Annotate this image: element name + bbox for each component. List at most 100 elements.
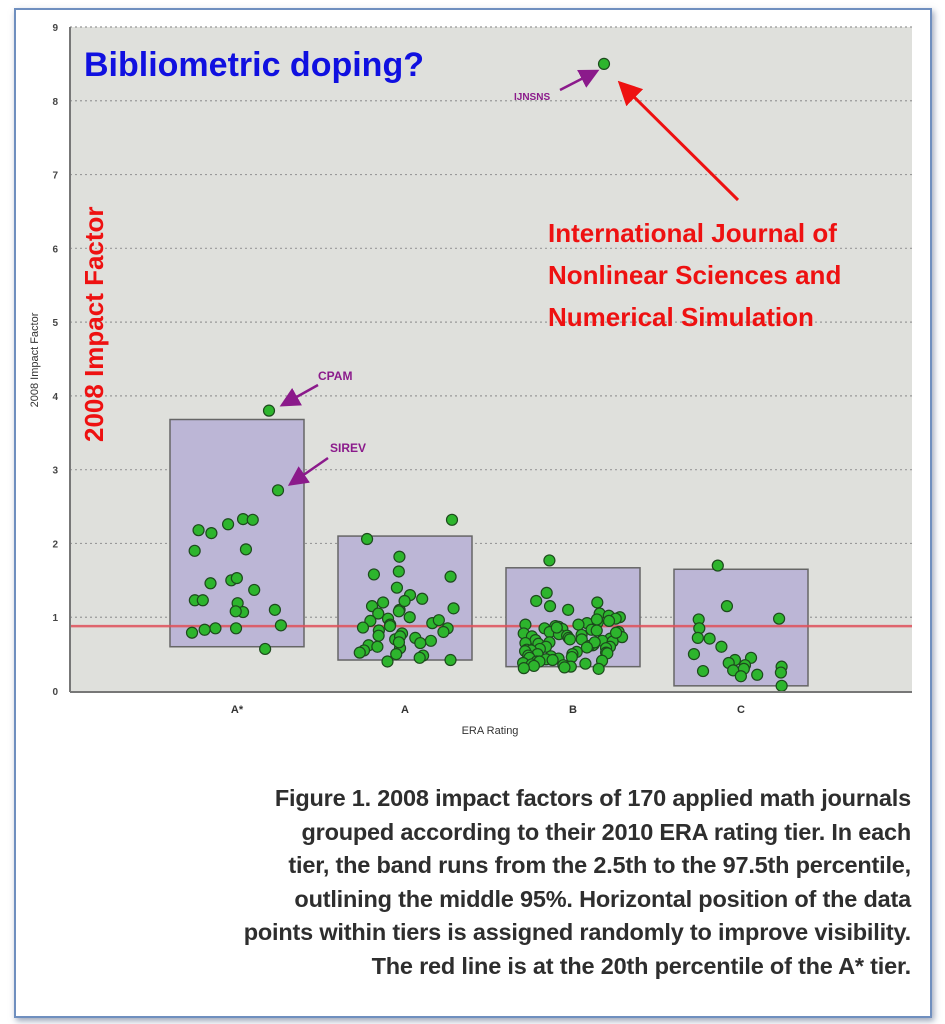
data-point [734, 670, 747, 683]
data-point [546, 653, 559, 667]
data-point [271, 484, 285, 497]
annotation-arrow-sirev [287, 456, 329, 486]
data-point [715, 640, 728, 653]
data-point [711, 559, 724, 572]
data-point [381, 655, 394, 668]
data-point [590, 624, 603, 637]
data-point [198, 623, 211, 636]
data-point [262, 404, 276, 417]
y-tick-label: 4 [52, 392, 58, 403]
data-point [398, 594, 411, 608]
annotation-label-sirev: SIREV [330, 441, 366, 455]
data-point [204, 577, 217, 590]
data-point [413, 651, 426, 664]
data-point [390, 648, 403, 661]
headline: Bibliometric doping? [84, 46, 424, 84]
caption-line: tier, the band runs from the 2.5th to th… [288, 852, 911, 878]
annotation-label-cpam: CPAM [318, 369, 352, 383]
annotation-sirev: SIREV [287, 441, 366, 486]
callout-arrow [617, 80, 740, 202]
caption-line: Figure 1. 2008 impact factors of 170 app… [274, 785, 911, 811]
callout-line-2: Nonlinear Sciences and [548, 260, 841, 290]
data-point [591, 596, 604, 609]
data-point [432, 614, 445, 627]
data-point [444, 653, 457, 667]
annotation-ijnsns: IJNSNS [514, 69, 600, 103]
data-point [517, 662, 530, 675]
data-point [392, 565, 405, 578]
data-point [540, 586, 553, 599]
data-point [416, 592, 429, 605]
data-point [372, 629, 385, 642]
data-point [248, 583, 261, 597]
y-tick-label: 3 [52, 466, 58, 477]
data-point [424, 634, 437, 647]
y-axis-overlay-label: 2008 Impact Factor [79, 206, 109, 442]
data-point [229, 622, 243, 635]
data-point [773, 612, 786, 625]
x-tick-label: A* [231, 704, 244, 716]
data-point [239, 543, 253, 556]
y-axis-label: 2008 Impact Factor [29, 312, 41, 407]
y-tick-label: 9 [52, 23, 58, 34]
data-point [696, 664, 710, 678]
callout-line-1: International Journal of [548, 218, 837, 248]
data-point [274, 619, 288, 632]
data-point [558, 661, 571, 674]
data-point [609, 626, 623, 639]
data-point [229, 605, 242, 618]
data-point [205, 527, 218, 540]
data-point [774, 666, 787, 679]
x-tick-label: A [401, 704, 409, 716]
y-tick-label: 1 [52, 613, 58, 624]
y-tick-label: 0 [52, 687, 58, 698]
data-point [383, 619, 397, 633]
data-point [221, 518, 235, 531]
y-tick-label: 7 [52, 171, 58, 182]
data-point [580, 641, 594, 654]
data-point [447, 602, 460, 615]
data-point [360, 532, 374, 546]
data-point [268, 603, 281, 616]
data-point [597, 57, 611, 70]
y-tick-label: 8 [52, 97, 58, 108]
data-point [590, 613, 603, 626]
data-point [372, 607, 385, 620]
data-point [230, 572, 243, 585]
data-point [592, 662, 605, 675]
data-point [527, 659, 541, 673]
data-point [543, 554, 556, 567]
data-point [246, 513, 259, 526]
data-point [691, 631, 704, 644]
data-point [687, 648, 701, 661]
data-point [392, 605, 405, 618]
data-point [371, 640, 384, 653]
data-point [192, 524, 205, 537]
data-point [751, 668, 764, 681]
data-point [393, 550, 406, 563]
data-point [188, 544, 201, 557]
data-point [259, 642, 272, 656]
data-point [579, 657, 592, 670]
data-point [437, 625, 450, 639]
slide-frame [14, 8, 932, 1018]
data-point [775, 679, 788, 692]
caption-line: points within tiers is assigned randomly… [243, 919, 911, 945]
data-point [353, 646, 366, 659]
x-tick-label: C [737, 704, 745, 716]
annotation-cpam: CPAM [279, 369, 352, 407]
data-point [703, 632, 716, 645]
data-point [356, 621, 370, 634]
caption-line: grouped according to their 2010 ERA rati… [301, 818, 911, 845]
data-point [445, 513, 459, 526]
data-point [392, 636, 406, 649]
y-tick-label: 2 [52, 539, 58, 550]
x-axis-label: ERA Rating [462, 725, 519, 737]
data-point [720, 600, 734, 613]
x-tick-labels: A* A B C [231, 704, 745, 716]
data-point [209, 622, 222, 635]
data-point [602, 614, 616, 628]
points [185, 57, 788, 692]
data-point [444, 570, 457, 583]
